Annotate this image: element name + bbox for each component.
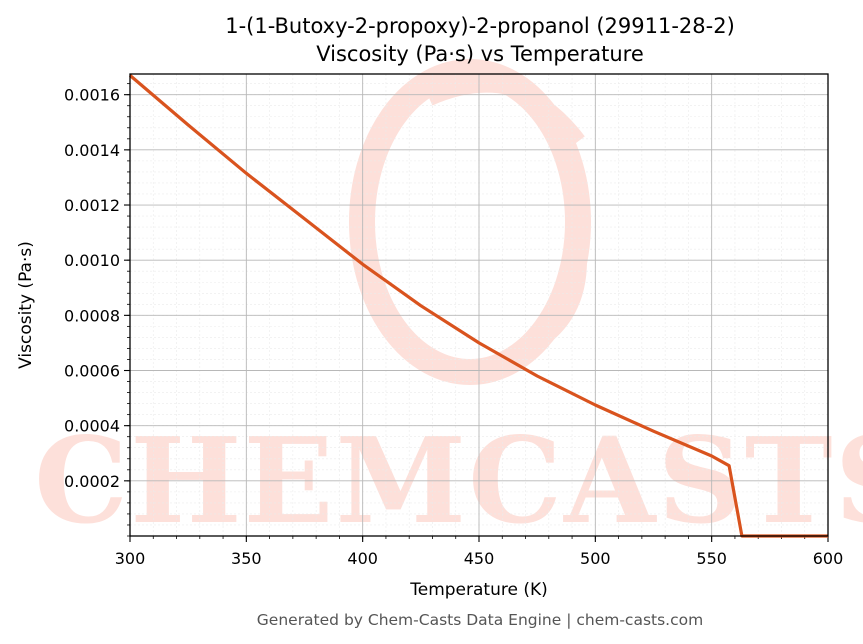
y-tick-label: 0.0004: [64, 417, 120, 436]
y-tick-label: 0.0014: [64, 141, 120, 160]
x-tick-label: 550: [696, 549, 727, 568]
y-tick-label: 0.0010: [64, 251, 120, 270]
plot-frame: [129, 73, 829, 537]
x-tick-label: 450: [464, 549, 495, 568]
watermark: CHEMCASTS: [34, 59, 863, 550]
x-tick-label: 500: [580, 549, 611, 568]
x-tick-label: 400: [347, 549, 378, 568]
footer-credit: Generated by Chem-Casts Data Engine | ch…: [257, 611, 703, 629]
x-tick-label: 600: [813, 549, 844, 568]
watermark-logo: [349, 59, 591, 385]
series-line: [128, 74, 828, 538]
y-tick-label: 0.0002: [64, 472, 120, 491]
x-tick-label: 350: [231, 549, 262, 568]
x-tick-label: 300: [115, 549, 146, 568]
y-tick-label: 0.0012: [64, 196, 120, 215]
y-axis-label: Viscosity (Pa·s): [16, 241, 36, 369]
x-axis-label: Temperature (K): [409, 580, 548, 600]
chart-subtitle: Viscosity (Pa·s) vs Temperature: [316, 42, 644, 66]
chart-title: 1-(1-Butoxy-2-propoxy)-2-propanol (29911…: [225, 14, 735, 38]
y-tick-label: 0.0008: [64, 306, 120, 325]
y-tick-label: 0.0006: [64, 362, 120, 381]
y-tick-label: 0.0016: [64, 86, 120, 105]
